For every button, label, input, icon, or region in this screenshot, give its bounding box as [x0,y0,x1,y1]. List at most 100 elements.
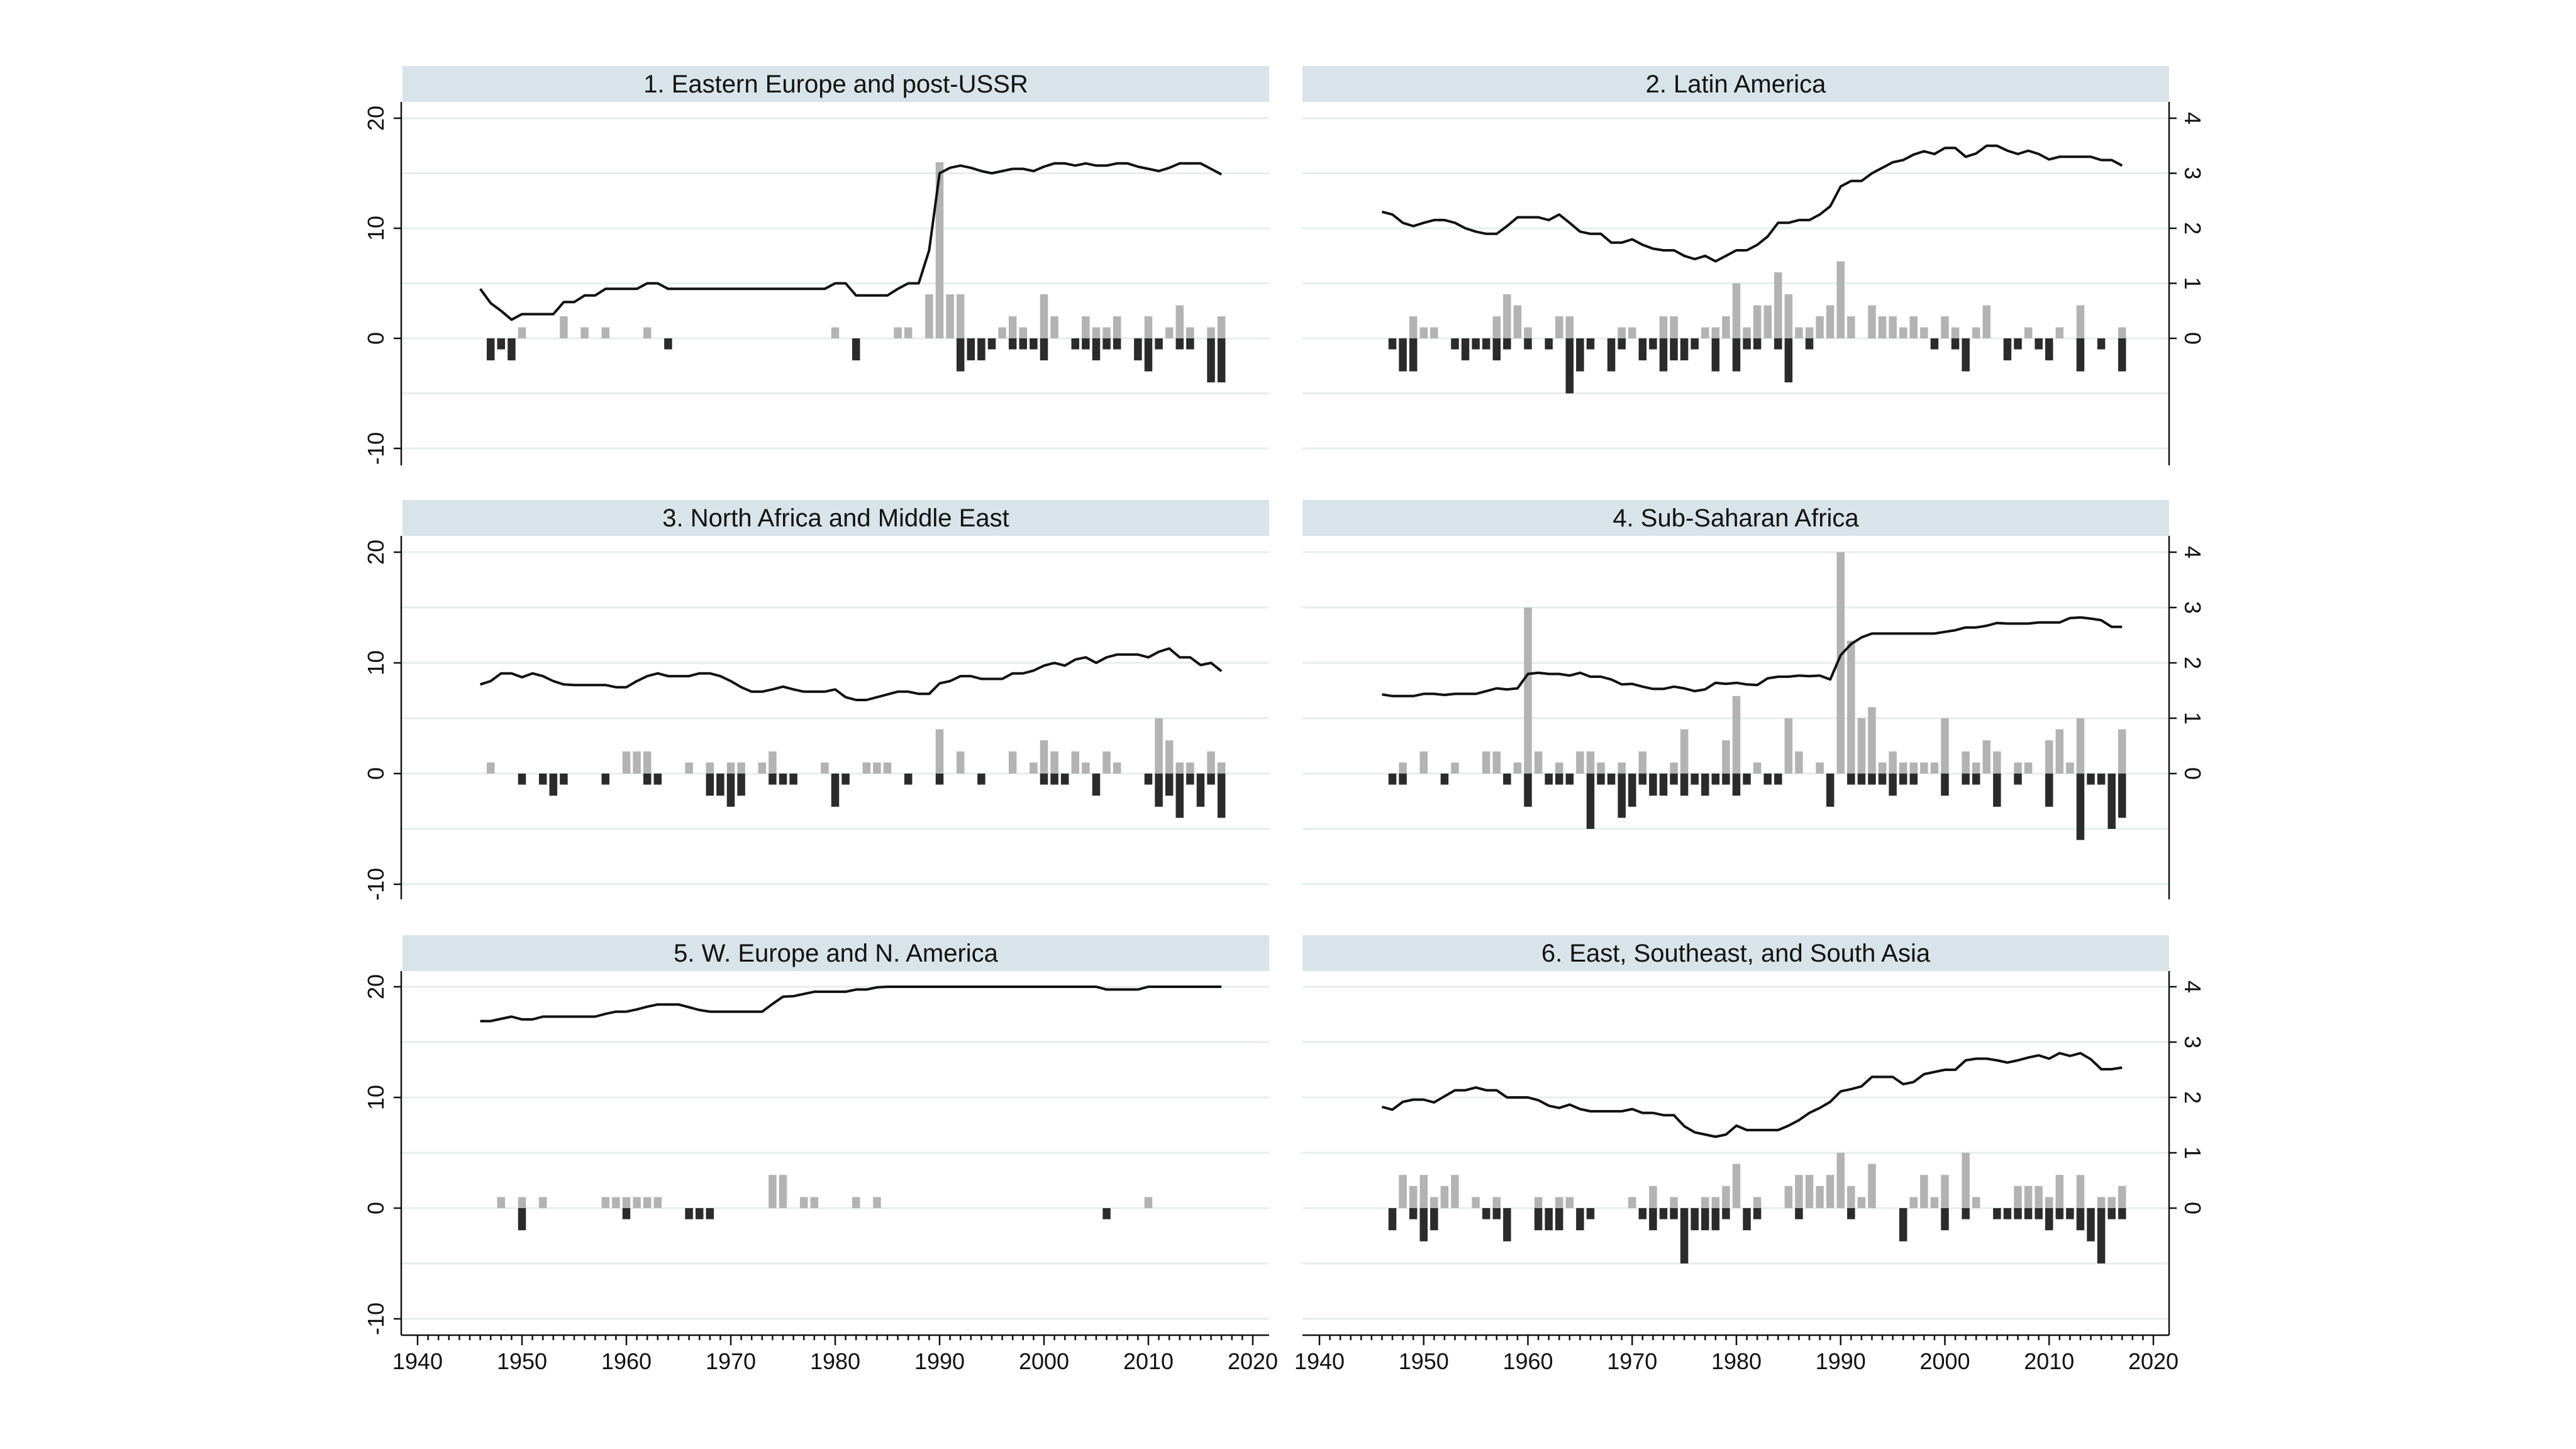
gain-bar-1981 [1743,327,1751,338]
gain-bar-2007 [1113,316,1121,338]
panel-header [1302,935,2169,971]
gain-bar-2017 [2118,729,2126,774]
loss-bar-1981 [1743,1208,1751,1231]
gain-bar-1971 [1638,751,1647,774]
y-tick-label: -10 [363,432,389,465]
x-tick-label: 1950 [1399,1348,1449,1374]
x-tick-label: 1960 [601,1348,652,1374]
gain-bar-1977 [1701,1197,1709,1208]
gain-bar-1949 [1409,1185,1418,1208]
loss-bar-2009 [2035,338,2043,350]
gain-bar-1965 [1576,751,1584,774]
gain-bar-2004 [1082,762,1090,774]
loss-bar-1971 [1638,338,1647,360]
loss-bar-1958 [601,774,610,785]
gain-bar-2011 [1155,718,1163,774]
gain-bar-2017 [1217,316,1226,338]
y-tick-label: 1 [2180,277,2206,289]
loss-bar-2014 [2087,1208,2095,1241]
loss-bar-2006 [1102,1208,1111,1219]
gain-bar-1952 [1440,1185,1449,1208]
gain-bar-1992 [956,294,965,338]
y-tick-label: 0 [2180,1202,2206,1214]
loss-bar-1998 [1019,338,1028,350]
loss-bar-1947 [486,338,495,360]
gain-bar-1974 [1670,762,1678,774]
y-tick-label: 4 [2180,112,2206,125]
loss-bar-1964 [664,338,672,350]
index-line [479,647,1223,701]
gain-bar-1998 [1920,1175,1928,1208]
loss-bar-1987 [904,774,913,785]
loss-bar-2006 [2003,338,2012,360]
gain-bar-2010 [1144,316,1153,338]
loss-bar-1994 [977,338,985,360]
loss-bar-2010 [1144,774,1153,785]
gain-bar-1949 [1409,316,1418,338]
gain-bar-2001 [1951,327,1960,338]
gain-bar-1994 [1878,316,1887,338]
loss-bar-1966 [685,1208,693,1219]
loss-bar-1979 [1722,1208,1730,1219]
gain-bar-2013 [1175,762,1184,774]
y-tick-label: 0 [363,767,389,780]
gain-bar-1975 [1680,729,1689,774]
gain-bar-1969 [1618,327,1626,338]
gain-bar-1958 [601,1197,610,1208]
y-tick-label: 0 [363,1202,389,1214]
gain-bar-1984 [1774,272,1782,338]
y-tick-label: 20 [363,974,389,999]
loss-bar-2006 [2003,1208,2012,1219]
loss-bar-1981 [1743,774,1751,785]
gain-bar-1999 [1930,762,1939,774]
y-tick-label: 2 [2180,1091,2206,1104]
loss-bar-2010 [2045,1208,2053,1231]
gain-bar-1990 [935,162,944,338]
x-tick-label: 2020 [1228,1348,1278,1374]
panel-4: 4. Sub-Saharan Africa 4 3 2 1 0 [1302,500,2206,899]
gain-bar-2017 [2118,1185,2126,1208]
gain-bar-1948 [497,1197,506,1208]
gain-bar-1982 [1753,762,1762,774]
gain-bar-2008 [2024,762,2033,774]
gain-bar-2013 [2076,1175,2085,1208]
loss-bar-1960 [1524,338,1532,350]
loss-bar-2009 [2035,1208,2043,1219]
gain-bar-1954 [560,316,568,338]
gain-bar-1985 [1784,294,1793,338]
loss-bar-1953 [549,774,558,796]
gain-bar-2008 [2024,327,2033,338]
gain-bar-1961 [633,751,641,774]
panel-header [1302,66,2169,102]
gain-bar-1948 [1399,762,1407,774]
y-tick-label: 3 [2180,601,2206,614]
gain-bar-1989 [1826,305,1835,338]
index-line [1381,1052,2123,1138]
gain-bar-1982 [1753,1197,1762,1208]
gain-bar-1993 [1868,1163,1876,1208]
loss-bar-1978 [1711,1208,1720,1231]
loss-bar-1975 [779,774,787,785]
loss-bar-1957 [1492,1208,1501,1219]
loss-bar-1973 [1659,338,1668,372]
gain-bar-1997 [1909,1197,1918,1208]
loss-bar-1958 [1503,338,1511,350]
gain-bar-1960 [622,1197,631,1208]
x-tick-label: 1940 [1294,1348,1345,1374]
gain-bar-2012 [2066,762,2074,774]
loss-bar-1995 [1889,774,1897,796]
loss-bar-1950 [518,774,526,785]
gain-bar-2000 [1941,1175,1949,1208]
gain-bar-1951 [1430,1197,1438,1208]
loss-bar-1992 [956,338,965,372]
gain-bar-1960 [1524,327,1532,338]
loss-bar-1996 [1899,774,1907,785]
gain-bar-1997 [1008,316,1017,338]
loss-bar-2017 [2118,338,2126,372]
y-tick-label: 0 [2180,332,2206,345]
loss-bar-1974 [769,774,777,785]
gain-bar-1958 [601,327,610,338]
loss-bar-2015 [2097,774,2106,785]
gain-bar-1948 [1399,1175,1407,1208]
